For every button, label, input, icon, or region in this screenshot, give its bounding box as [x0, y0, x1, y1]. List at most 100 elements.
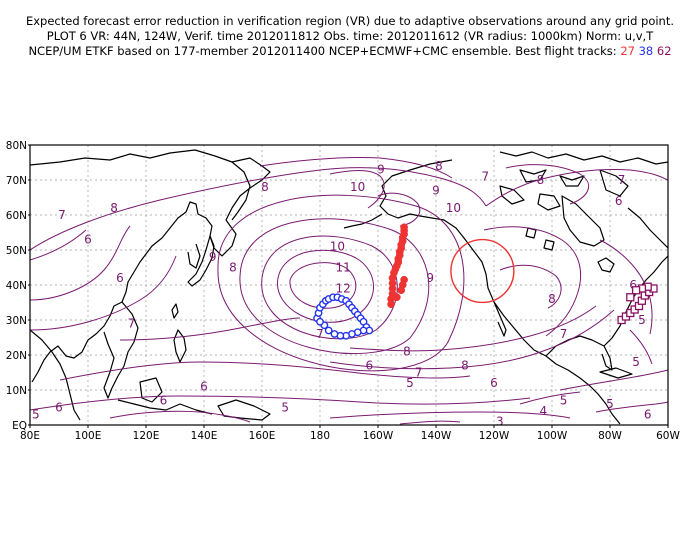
contour-8 — [217, 194, 465, 372]
contour-label: 8 — [435, 159, 443, 173]
contour-label: 7 — [560, 327, 568, 341]
title-block: Expected forecast error reduction in ver… — [0, 14, 700, 59]
contour-label: 7 — [128, 317, 136, 331]
contour-label: 6 — [160, 394, 168, 408]
track-point — [393, 293, 401, 302]
land-outlines — [30, 149, 668, 425]
contour-label: 6 — [490, 376, 498, 390]
lat-tick-label: 40N — [6, 280, 27, 292]
coast-newguinea — [217, 399, 271, 421]
contour-label: 8 — [110, 201, 118, 215]
contour-7e — [329, 309, 615, 370]
lat-tick-label: 70N — [6, 175, 27, 187]
coast-lake-2 — [543, 239, 555, 251]
verification-region-circle — [450, 238, 515, 304]
coast-cuba — [599, 367, 633, 379]
lon-tick-label: 120E — [133, 430, 160, 442]
lon-tick-label: 60W — [656, 430, 680, 442]
coast-labrador — [627, 207, 668, 249]
contour-6b — [30, 229, 87, 261]
coast-arctic-isl-2 — [559, 175, 585, 187]
contour-11 — [277, 249, 374, 323]
track-point — [324, 326, 333, 335]
lon-tick-label: 180 — [310, 430, 330, 442]
contour-label: 6 — [200, 380, 208, 394]
lat-tick-label: 80N — [6, 140, 27, 152]
contour-label: 8 — [461, 359, 469, 373]
coast-arctic-isl-4 — [537, 193, 561, 211]
legend-track-38: 38 — [638, 44, 654, 58]
contour-label: 7 — [481, 170, 489, 184]
contour-10 — [261, 235, 398, 340]
contour-label: 5 — [560, 394, 568, 408]
coast-baffin — [599, 169, 629, 197]
contour-6a — [30, 225, 131, 301]
contour-label: 5 — [632, 355, 640, 369]
coast-borneo — [139, 377, 163, 403]
longitude-labels: 80E 100E 120E 140E 160E 180 160W 140W 120W 100W 80… — [20, 425, 680, 442]
contour-label: 9 — [426, 271, 434, 285]
lon-tick-label: 120W — [479, 430, 510, 442]
coast-great-lakes — [597, 257, 615, 273]
contour-label: 6 — [629, 278, 637, 292]
legend-track-62: 62 — [656, 44, 672, 58]
map-grid — [30, 145, 668, 425]
lon-tick-label: 160E — [249, 430, 276, 442]
contour-5d — [629, 329, 653, 365]
contour-lines — [30, 156, 668, 425]
contour-label: 7 — [415, 366, 423, 380]
contour-label: 6 — [84, 233, 92, 247]
coast-taiwan — [171, 303, 179, 319]
lon-tick-label: 140E — [191, 430, 218, 442]
contour-label: 7 — [58, 208, 66, 222]
lon-tick-label: 80E — [20, 430, 40, 442]
contour-7f — [483, 226, 582, 337]
coast-canada-arctic — [499, 151, 668, 165]
flight-tracks — [313, 223, 658, 340]
contour-9b — [329, 170, 385, 209]
contour-label: 5 — [638, 313, 646, 327]
contour-label: 6 — [365, 359, 373, 373]
contour-6d — [599, 239, 653, 335]
track-point — [316, 317, 324, 326]
contour-8d — [349, 305, 597, 352]
contour-9 — [239, 218, 430, 355]
flight-track-27 — [387, 223, 408, 309]
coast-hudson — [561, 195, 605, 247]
contour-label: 8 — [261, 180, 269, 194]
contour-8c — [505, 164, 590, 205]
lat-tick-label: 30N — [6, 315, 27, 327]
legend-track-27: 27 — [620, 44, 635, 58]
contour-label: 8 — [229, 261, 237, 275]
lat-tick-label: 20N — [6, 350, 27, 362]
lon-tick-label: 140W — [421, 430, 452, 442]
contour-label: 11 — [336, 261, 351, 275]
contour-label: 10 — [446, 201, 461, 215]
title-line-3-prefix: NCEP/UM ETKF based on 177-member 2012011… — [28, 44, 617, 58]
contour-label: 3 — [496, 415, 504, 429]
track-point — [387, 300, 395, 309]
lon-tick-label: 100W — [537, 430, 568, 442]
flight-track-38 — [313, 293, 374, 340]
coast-florida — [601, 345, 613, 371]
coast-aleutians — [343, 213, 383, 229]
contour-label: 9 — [209, 250, 217, 264]
contour-label: 10 — [330, 240, 345, 254]
contour-label: 9 — [377, 163, 385, 177]
contour-label: 6 — [116, 271, 124, 285]
latitude-labels: 80N 70N 60N 50N 40N 30N 20N 10N EQ — [6, 140, 30, 432]
contour-6c — [59, 361, 471, 381]
contour-7d — [119, 317, 301, 341]
contour-7a — [30, 167, 487, 251]
contour-label: 7 — [316, 327, 324, 341]
contour-5a — [30, 395, 531, 411]
track-point — [626, 293, 635, 302]
flight-track-62 — [617, 282, 658, 325]
lat-tick-label: EQ — [12, 420, 27, 432]
coast-philippines — [173, 329, 187, 363]
lon-tick-label: 100E — [75, 430, 102, 442]
lat-tick-label: 10N — [6, 385, 27, 397]
contour-label: 6 — [55, 401, 63, 415]
title-line-3: NCEP/UM ETKF based on 177-member 2012011… — [0, 44, 700, 59]
